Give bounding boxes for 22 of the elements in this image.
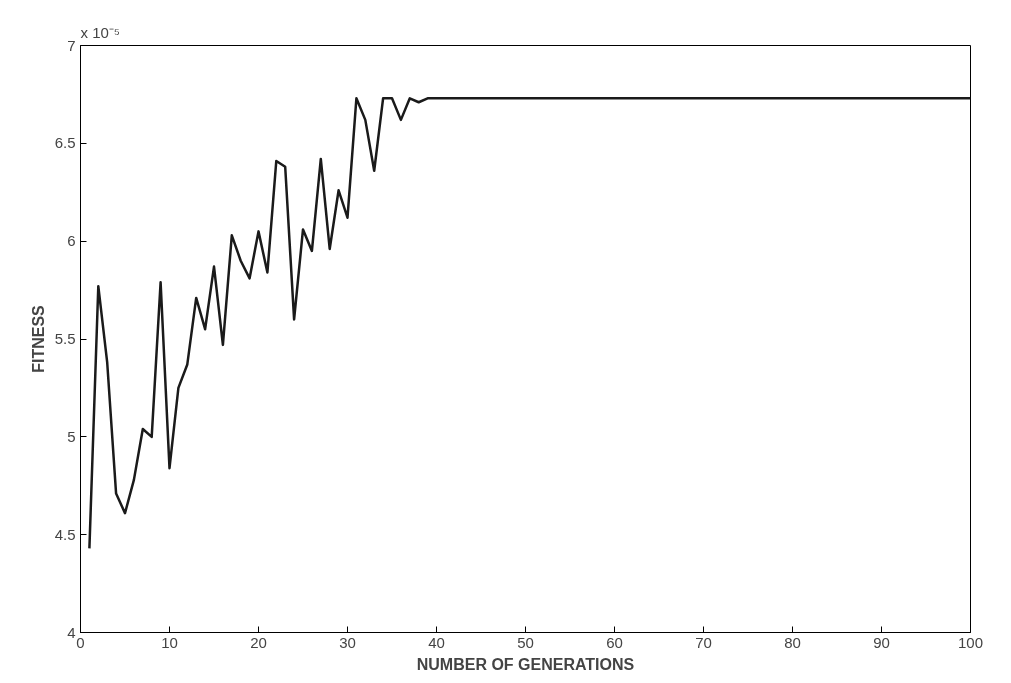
- y-tick-label: 4: [67, 623, 76, 641]
- x-tick-label: 100: [957, 633, 984, 651]
- x-tick-label: 50: [517, 633, 534, 651]
- x-tick-label: 80: [784, 633, 801, 651]
- x-tick-label: 60: [606, 633, 623, 651]
- x-tick-label: 20: [250, 633, 267, 651]
- y-tick-label: 6.5: [54, 134, 76, 152]
- y-tick-label: 5.5: [54, 330, 76, 347]
- x-tick-label: 90: [873, 633, 890, 651]
- y-axis-title: FITNESS: [29, 304, 47, 373]
- y-tick-label: 6: [67, 232, 76, 250]
- y-tick-label: 5: [67, 427, 76, 445]
- x-tick-label: 30: [339, 633, 356, 651]
- x-tick-label: 40: [428, 633, 445, 651]
- y-tick-label: 4.5: [54, 525, 76, 543]
- x-tick-label: 70: [695, 633, 712, 651]
- x-axis-title: NUMBER OF GENERATIONS: [416, 655, 635, 673]
- y-tick-label: 7: [67, 36, 76, 54]
- x-tick-label: 10: [161, 633, 178, 651]
- text: x 10⁻⁵: [80, 23, 121, 41]
- line-series: [88, 97, 971, 550]
- x-tick-label: 0: [76, 633, 85, 651]
